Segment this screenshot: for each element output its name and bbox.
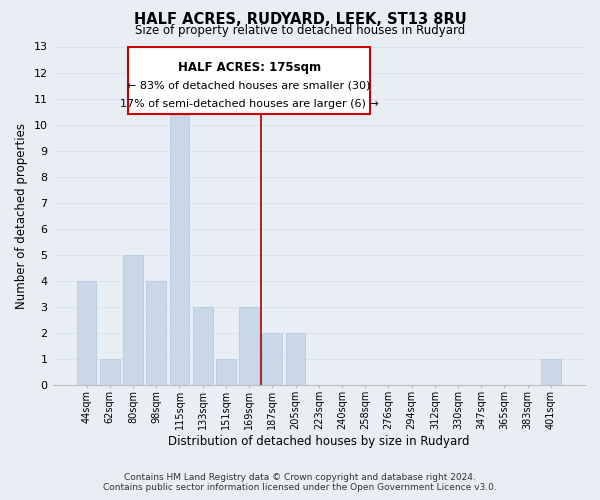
Text: ← 83% of detached houses are smaller (30): ← 83% of detached houses are smaller (30… <box>127 80 371 90</box>
Text: Size of property relative to detached houses in Rudyard: Size of property relative to detached ho… <box>135 24 465 37</box>
X-axis label: Distribution of detached houses by size in Rudyard: Distribution of detached houses by size … <box>168 434 470 448</box>
Bar <box>146 281 166 386</box>
Bar <box>100 360 119 386</box>
Bar <box>216 360 236 386</box>
Bar <box>170 98 190 386</box>
Bar <box>286 334 305 386</box>
Bar <box>128 46 370 114</box>
Bar <box>77 281 97 386</box>
Bar <box>239 307 259 386</box>
Text: Contains HM Land Registry data © Crown copyright and database right 2024.
Contai: Contains HM Land Registry data © Crown c… <box>103 473 497 492</box>
Text: HALF ACRES, RUDYARD, LEEK, ST13 8RU: HALF ACRES, RUDYARD, LEEK, ST13 8RU <box>134 12 466 28</box>
Text: 17% of semi-detached houses are larger (6) →: 17% of semi-detached houses are larger (… <box>120 98 379 108</box>
Bar <box>123 255 143 386</box>
Bar <box>541 360 561 386</box>
Bar <box>262 334 282 386</box>
Bar <box>193 307 212 386</box>
Text: HALF ACRES: 175sqm: HALF ACRES: 175sqm <box>178 61 320 74</box>
Y-axis label: Number of detached properties: Number of detached properties <box>15 123 28 309</box>
